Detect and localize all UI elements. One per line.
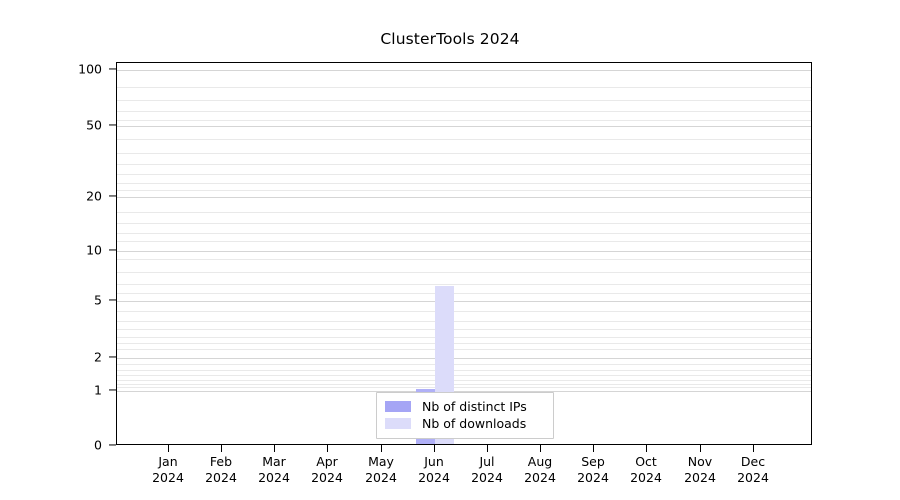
x-tick-label: Dec 2024 — [737, 454, 769, 485]
gridline-minor — [117, 212, 811, 213]
x-tick-label: Mar 2024 — [258, 454, 290, 485]
y-tick-mark — [109, 195, 116, 197]
x-tick-label: May 2024 — [365, 454, 397, 485]
gridline-minor — [117, 311, 811, 312]
y-tick-mark — [109, 356, 116, 358]
y-tick-label: 1 — [94, 382, 102, 398]
gridline-minor — [117, 293, 811, 294]
gridline-major — [117, 251, 811, 252]
gridline-minor — [117, 380, 811, 381]
gridline-minor — [117, 364, 811, 365]
y-tick-label: 50 — [86, 117, 102, 133]
gridline-minor — [117, 387, 811, 388]
x-tick-mark — [221, 445, 223, 452]
gridline-minor — [117, 370, 811, 371]
x-tick-label: Aug 2024 — [524, 454, 556, 485]
x-tick-mark — [274, 445, 276, 452]
x-tick-mark — [540, 445, 542, 452]
y-tick-label: 100 — [78, 61, 102, 77]
gridline-minor — [117, 87, 811, 88]
x-tick-label: Sep 2024 — [577, 454, 609, 485]
x-tick-mark — [700, 445, 702, 452]
gridline-minor — [117, 329, 811, 330]
gridline-minor — [117, 233, 811, 234]
gridline-minor — [117, 174, 811, 175]
x-tick-label: Jul 2024 — [471, 454, 503, 485]
gridline-minor — [117, 183, 811, 184]
gridline-minor — [117, 349, 811, 350]
gridline-minor — [117, 384, 811, 385]
x-tick-label: Apr 2024 — [311, 454, 343, 485]
legend-item-downloads: Nb of downloads — [385, 415, 545, 432]
x-tick-mark — [381, 445, 383, 452]
x-tick-label: Jan 2024 — [152, 454, 184, 485]
y-tick-mark — [109, 124, 116, 126]
x-tick-mark — [487, 445, 489, 452]
y-tick-label: 0 — [94, 437, 102, 453]
y-tick-mark — [109, 389, 116, 391]
gridline-minor — [117, 259, 811, 260]
legend-label: Nb of downloads — [422, 416, 527, 431]
y-tick-mark — [109, 299, 116, 301]
x-tick-mark — [327, 445, 329, 452]
x-tick-mark — [753, 445, 755, 452]
gridline-minor — [117, 284, 811, 285]
gridline-minor — [117, 190, 811, 191]
gridline-major — [117, 391, 811, 392]
gridline-major — [117, 358, 811, 359]
legend-swatch-icon — [385, 418, 411, 429]
legend-item-distinct-ips: Nb of distinct IPs — [385, 398, 545, 415]
gridline-minor — [117, 241, 811, 242]
x-tick-mark — [593, 445, 595, 452]
x-tick-label: Jun 2024 — [418, 454, 450, 485]
y-tick-label: 20 — [86, 188, 102, 204]
x-tick-label: Oct 2024 — [630, 454, 662, 485]
gridline-minor — [117, 272, 811, 273]
y-tick-mark — [109, 444, 116, 446]
gridline-minor — [117, 343, 811, 344]
gridline-minor — [117, 164, 811, 165]
gridline-minor — [117, 111, 811, 112]
legend-label: Nb of distinct IPs — [422, 399, 527, 414]
gridline-minor — [117, 153, 811, 154]
x-tick-mark — [646, 445, 648, 452]
plot-area — [116, 62, 812, 445]
gridline-minor — [117, 337, 811, 338]
y-tick-label: 10 — [86, 242, 102, 258]
x-tick-label: Nov 2024 — [684, 454, 716, 485]
gridline-major — [117, 126, 811, 127]
gridline-minor — [117, 139, 811, 140]
gridline-major — [117, 197, 811, 198]
gridline-minor — [117, 375, 811, 376]
gridline-minor — [117, 120, 811, 121]
gridline-minor — [117, 321, 811, 322]
chart-title: ClusterTools 2024 — [380, 30, 520, 48]
gridline-major — [117, 301, 811, 302]
x-tick-mark — [434, 445, 436, 452]
y-tick-mark — [109, 249, 116, 251]
y-tick-mark — [109, 68, 116, 70]
y-tick-label: 5 — [94, 292, 102, 308]
gridline-minor — [117, 100, 811, 101]
x-tick-mark — [168, 445, 170, 452]
y-tick-label: 2 — [94, 349, 102, 365]
gridline-minor — [117, 223, 811, 224]
legend-swatch-icon — [385, 401, 411, 412]
gridline-major — [117, 70, 811, 71]
chart-legend: Nb of distinct IPs Nb of downloads — [376, 392, 554, 439]
x-tick-label: Feb 2024 — [205, 454, 237, 485]
